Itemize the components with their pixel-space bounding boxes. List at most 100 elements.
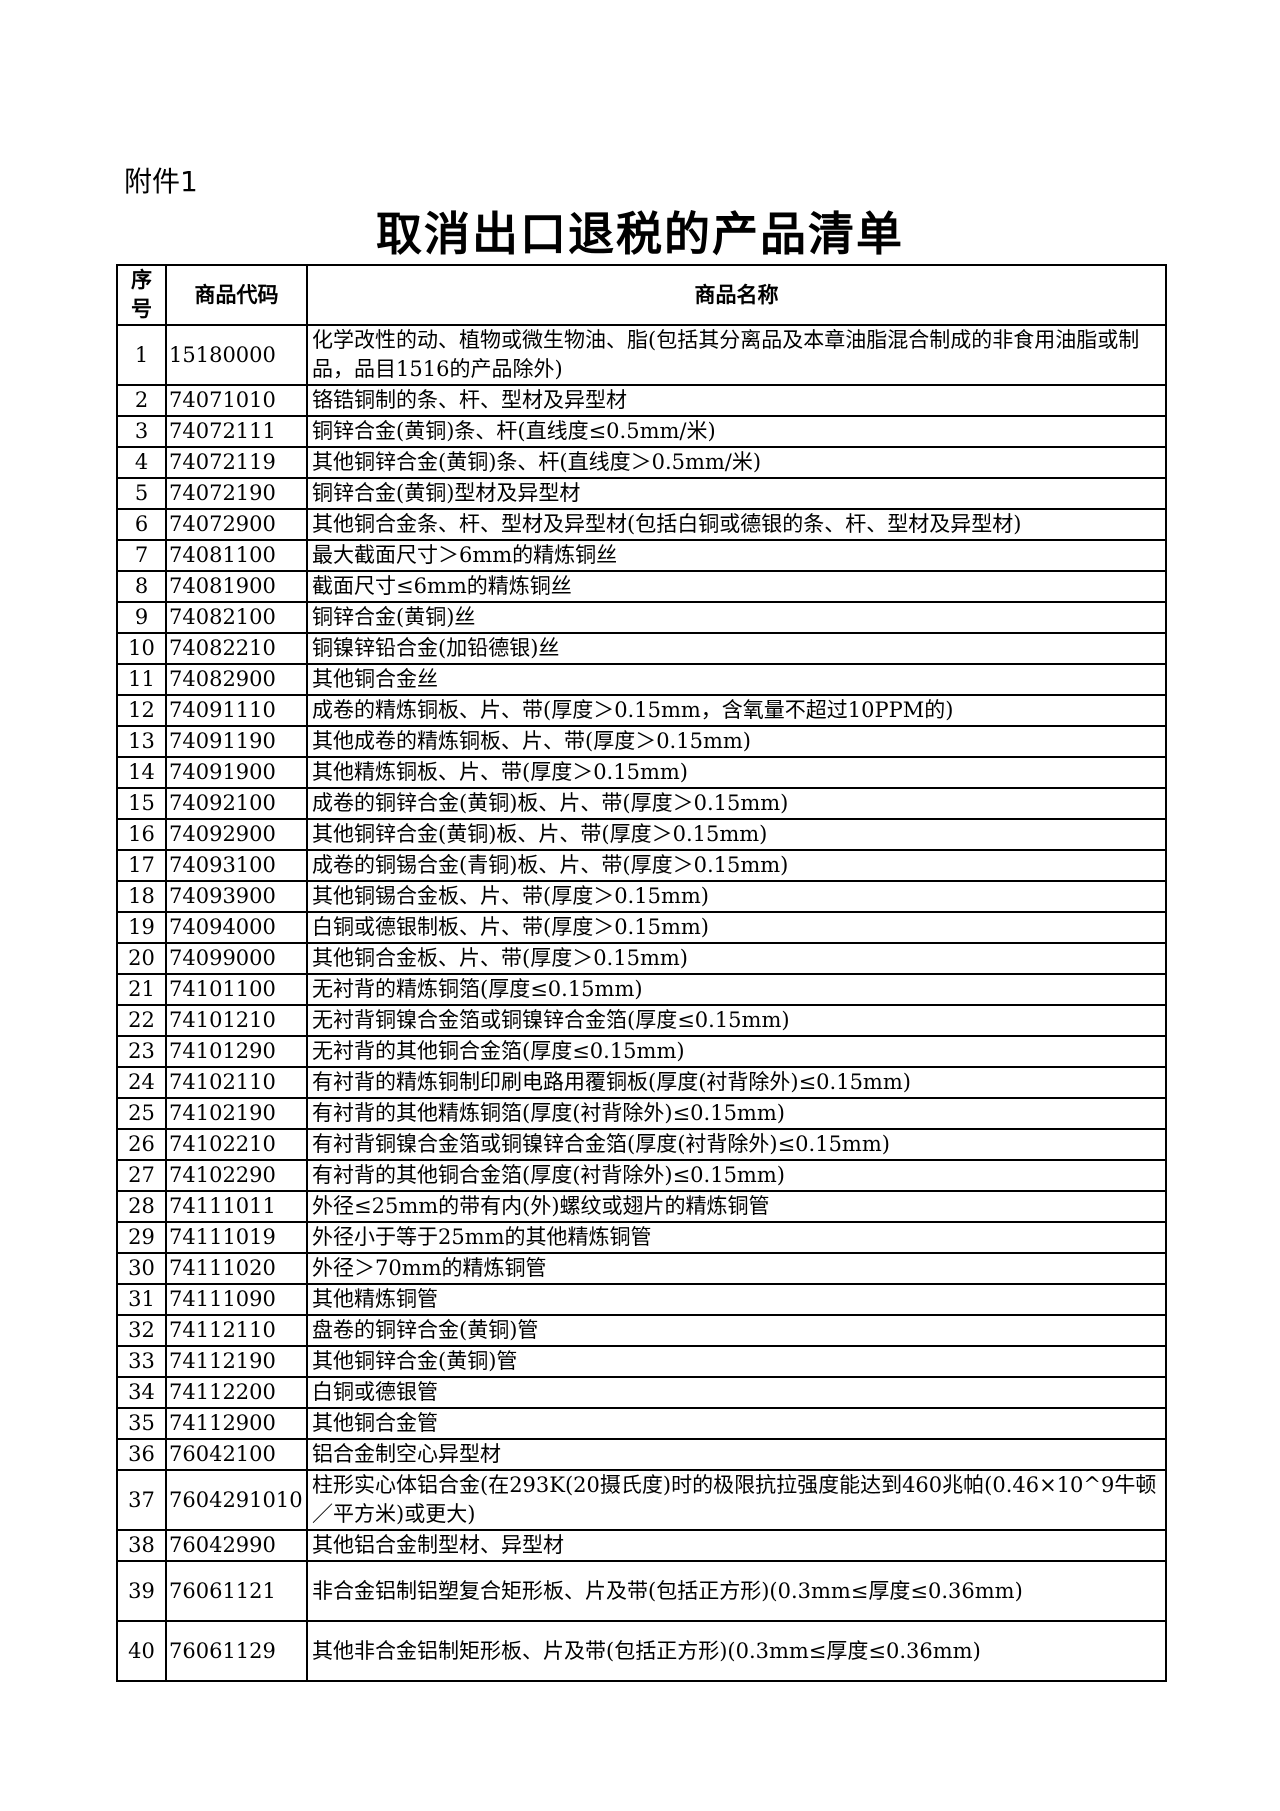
table-row: 25 74102190 有衬背的其他精炼铜箔(厚度(衬背除外)≤0.15mm) [116, 1097, 1167, 1130]
row-number: 21 [116, 973, 167, 1006]
product-code: 74102110 [165, 1066, 308, 1099]
product-code: 74111090 [165, 1283, 308, 1316]
table-row: 23 74101290 无衬背的其他铜合金箔(厚度≤0.15mm) [116, 1035, 1167, 1068]
table-row: 27 74102290 有衬背的其他铜合金箔(厚度(衬背除外)≤0.15mm) [116, 1159, 1167, 1192]
product-code: 74112200 [165, 1376, 308, 1409]
table-row: 1 15180000 化学改性的动、植物或微生物油、脂(包括其分离品及本章油脂混合制… [116, 324, 1167, 386]
table-header: 序号 商品代码 商品名称 [116, 264, 1167, 326]
product-code: 74081900 [165, 570, 308, 603]
row-number: 20 [116, 942, 167, 975]
table-row: 40 76061129 其他非合金铝制矩形板、片及带(包括正方形)(0.3mm≤厚度… [116, 1620, 1167, 1682]
row-number: 11 [116, 663, 167, 696]
table-row: 21 74101100 无衬背的精炼铜箔(厚度≤0.15mm) [116, 973, 1167, 1006]
product-code: 74111019 [165, 1221, 308, 1254]
product-name: 截面尺寸≤6mm的精炼铜丝 [306, 570, 1167, 603]
product-name: 其他铜锡合金板、片、带(厚度＞0.15mm) [306, 880, 1167, 913]
table-row: 31 74111090 其他精炼铜管 [116, 1283, 1167, 1316]
product-name: 无衬背铜镍合金箔或铜镍锌合金箔(厚度≤0.15mm) [306, 1004, 1167, 1037]
table-body: 1 15180000 化学改性的动、植物或微生物油、脂(包括其分离品及本章油脂混合制… [116, 324, 1167, 1682]
product-name: 化学改性的动、植物或微生物油、脂(包括其分离品及本章油脂混合制成的非食用油脂或制… [306, 324, 1167, 386]
product-name: 铜镍锌铅合金(加铅德银)丝 [306, 632, 1167, 665]
row-number: 17 [116, 849, 167, 882]
product-name: 有衬背铜镍合金箔或铜镍锌合金箔(厚度(衬背除外)≤0.15mm) [306, 1128, 1167, 1161]
column-header: 商品代码 [165, 264, 308, 326]
product-name: 铜锌合金(黄铜)丝 [306, 601, 1167, 634]
row-number: 2 [116, 384, 167, 417]
product-name: 铜锌合金(黄铜)条、杆(直线度≤0.5mm/米) [306, 415, 1167, 448]
product-name: 最大截面尺寸＞6mm的精炼铜丝 [306, 539, 1167, 572]
row-number: 30 [116, 1252, 167, 1285]
row-number: 24 [116, 1066, 167, 1099]
product-code: 76042990 [165, 1529, 308, 1562]
product-code: 74111020 [165, 1252, 308, 1285]
product-name: 非合金铝制铝塑复合矩形板、片及带(包括正方形)(0.3mm≤厚度≤0.36mm) [306, 1560, 1167, 1622]
row-number: 38 [116, 1529, 167, 1562]
product-code: 7604291010 [165, 1469, 308, 1531]
table-row: 17 74093100 成卷的铜锡合金(青铜)板、片、带(厚度＞0.15mm) [116, 849, 1167, 882]
table-row: 9 74082100 铜锌合金(黄铜)丝 [116, 601, 1167, 634]
product-code: 15180000 [165, 324, 308, 386]
table-row: 13 74091190 其他成卷的精炼铜板、片、带(厚度＞0.15mm) [116, 725, 1167, 758]
product-code: 74091190 [165, 725, 308, 758]
product-code: 74092100 [165, 787, 308, 820]
table-row: 28 74111011 外径≤25mm的带有内(外)螺纹或翅片的精炼铜管 [116, 1190, 1167, 1223]
table-row: 20 74099000 其他铜合金板、片、带(厚度＞0.15mm) [116, 942, 1167, 975]
product-code: 74101290 [165, 1035, 308, 1068]
product-code: 76061121 [165, 1560, 308, 1622]
row-number: 1 [116, 324, 167, 386]
product-code: 74112110 [165, 1314, 308, 1347]
row-number: 8 [116, 570, 167, 603]
product-code: 74101210 [165, 1004, 308, 1037]
product-name: 其他铜锌合金(黄铜)管 [306, 1345, 1167, 1378]
row-number: 32 [116, 1314, 167, 1347]
column-header: 序号 [116, 264, 167, 326]
product-name: 其他铜锌合金(黄铜)板、片、带(厚度＞0.15mm) [306, 818, 1167, 851]
header-row: 序号 商品代码 商品名称 [116, 264, 1167, 326]
table-row: 30 74111020 外径＞70mm的精炼铜管 [116, 1252, 1167, 1285]
product-code: 74072119 [165, 446, 308, 479]
row-number: 28 [116, 1190, 167, 1223]
table-row: 24 74102110 有衬背的精炼铜制印刷电路用覆铜板(厚度(衬背除外)≤0.15… [116, 1066, 1167, 1099]
attachment-label: 附件1 [124, 165, 198, 198]
row-number: 25 [116, 1097, 167, 1130]
product-name: 有衬背的其他铜合金箔(厚度(衬背除外)≤0.15mm) [306, 1159, 1167, 1192]
product-name: 无衬背的精炼铜箔(厚度≤0.15mm) [306, 973, 1167, 1006]
product-code: 74072900 [165, 508, 308, 541]
table-row: 10 74082210 铜镍锌铅合金(加铅德银)丝 [116, 632, 1167, 665]
product-code: 74111011 [165, 1190, 308, 1223]
row-number: 31 [116, 1283, 167, 1316]
table-row: 34 74112200 白铜或德银管 [116, 1376, 1167, 1409]
row-number: 29 [116, 1221, 167, 1254]
product-name: 有衬背的其他精炼铜箔(厚度(衬背除外)≤0.15mm) [306, 1097, 1167, 1130]
row-number: 10 [116, 632, 167, 665]
table-row: 11 74082900 其他铜合金丝 [116, 663, 1167, 696]
product-name: 其他铜合金条、杆、型材及异型材(包括白铜或德银的条、杆、型材及异型材) [306, 508, 1167, 541]
table-row: 37 7604291010 柱形实心体铝合金(在293K(20摄氏度)时的极限抗拉强… [116, 1469, 1167, 1531]
product-name: 其他铜合金丝 [306, 663, 1167, 696]
row-number: 39 [116, 1560, 167, 1622]
table-row: 38 76042990 其他铝合金制型材、异型材 [116, 1529, 1167, 1562]
table-row: 39 76061121 非合金铝制铝塑复合矩形板、片及带(包括正方形)(0.3mm≤… [116, 1560, 1167, 1622]
table-row: 22 74101210 无衬背铜镍合金箔或铜镍锌合金箔(厚度≤0.15mm) [116, 1004, 1167, 1037]
row-number: 16 [116, 818, 167, 851]
product-code: 76061129 [165, 1620, 308, 1682]
document-title: 取消出口退税的产品清单 [376, 207, 904, 261]
table-row: 6 74072900 其他铜合金条、杆、型材及异型材(包括白铜或德银的条、杆、型材及… [116, 508, 1167, 541]
product-name: 柱形实心体铝合金(在293K(20摄氏度)时的极限抗拉强度能达到460兆帕(0.… [306, 1469, 1167, 1531]
row-number: 5 [116, 477, 167, 510]
product-name: 其他铝合金制型材、异型材 [306, 1529, 1167, 1562]
product-name: 铝合金制空心异型材 [306, 1438, 1167, 1471]
product-table: 序号 商品代码 商品名称 1 15180000 化学改性的动、植物或微生物油、脂(包… [116, 264, 1167, 1682]
row-number: 26 [116, 1128, 167, 1161]
table-row: 5 74072190 铜锌合金(黄铜)型材及异型材 [116, 477, 1167, 510]
table-row: 2 74071010 铬锆铜制的条、杆、型材及异型材 [116, 384, 1167, 417]
product-name: 其他非合金铝制矩形板、片及带(包括正方形)(0.3mm≤厚度≤0.36mm) [306, 1620, 1167, 1682]
row-number: 23 [116, 1035, 167, 1068]
table-row: 12 74091110 成卷的精炼铜板、片、带(厚度＞0.15mm，含氧量不超过10… [116, 694, 1167, 727]
product-code: 74099000 [165, 942, 308, 975]
table-row: 19 74094000 白铜或德银制板、片、带(厚度＞0.15mm) [116, 911, 1167, 944]
product-code: 74072111 [165, 415, 308, 448]
table-row: 18 74093900 其他铜锡合金板、片、带(厚度＞0.15mm) [116, 880, 1167, 913]
row-number: 37 [116, 1469, 167, 1531]
